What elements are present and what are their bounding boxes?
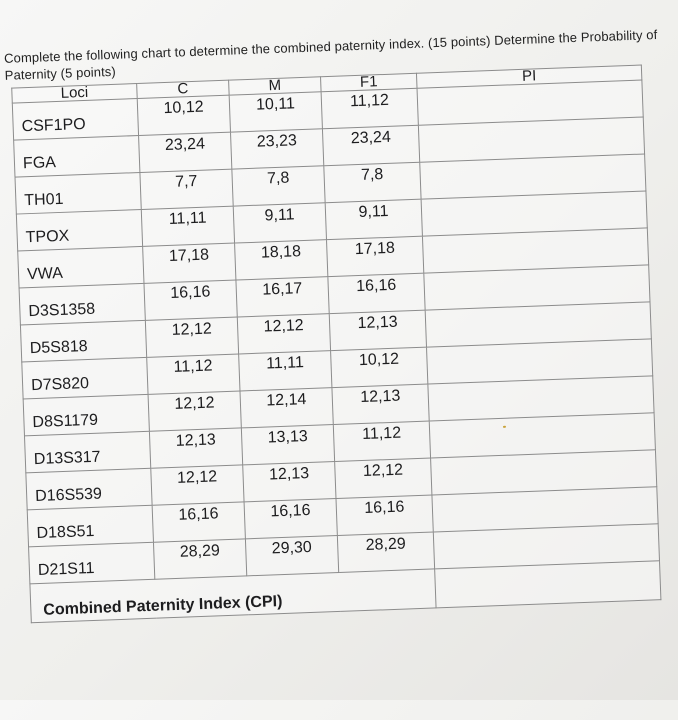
mother-genotype: 29,30 [245,535,339,576]
father-genotype: 11,12 [333,421,431,462]
locus-cell: CSF1PO [12,98,139,141]
child-genotype: 16,16 [152,501,246,543]
locus-cell: TPOX [16,209,143,252]
child-genotype: 12,13 [149,427,243,469]
father-genotype: 7,8 [323,162,422,203]
mother-genotype: 18,18 [234,239,328,281]
mother-genotype: 23,23 [230,128,324,170]
child-genotype: 16,16 [143,280,238,321]
locus-cell: D5S818 [20,320,147,362]
father-genotype: 16,16 [335,495,434,536]
mother-genotype: 9,11 [233,202,327,244]
father-genotype: 28,29 [337,531,435,573]
child-genotype: 10,12 [137,95,231,136]
child-genotype: 23,24 [138,132,232,173]
child-genotype: 17,18 [142,243,236,284]
locus-cell: D21S11 [28,542,155,584]
mother-genotype: 11,11 [238,350,332,391]
child-genotype: 11,11 [141,206,235,247]
father-genotype: 9,11 [325,199,423,240]
father-genotype: 23,24 [322,125,420,166]
father-genotype: 17,18 [326,236,424,277]
mother-genotype: 10,11 [229,91,323,133]
locus-cell: D16S539 [25,468,153,510]
child-genotype: 12,12 [150,464,245,506]
father-genotype: 12,12 [334,458,432,499]
father-genotype: 11,12 [321,88,419,129]
locus-cell: D13S317 [24,431,151,473]
child-genotype: 12,12 [148,390,242,432]
locus-cell: VWA [17,246,144,288]
father-genotype: 12,13 [331,384,430,425]
mother-genotype: 13,13 [241,424,335,465]
cpi-entry-cell[interactable] [434,560,661,608]
father-genotype: 12,13 [329,310,427,351]
child-genotype: 7,7 [139,169,234,210]
locus-cell: D7S820 [21,357,149,399]
paternity-chart-table: Loci C M F1 PI CSF1PO 10,12 10,11 11,12 … [11,64,662,624]
mother-genotype: 12,12 [237,313,331,354]
locus-cell: FGA [13,135,140,178]
locus-cell: D3S1358 [19,283,146,325]
child-genotype: 12,12 [145,317,239,358]
mother-genotype: 12,13 [242,461,336,502]
child-genotype: 28,29 [153,538,247,580]
father-genotype: 10,12 [330,347,428,388]
mother-genotype: 16,16 [244,498,338,539]
locus-cell: D18S51 [27,505,154,547]
mother-genotype: 7,8 [231,165,326,207]
mother-genotype: 16,17 [235,276,330,318]
mother-genotype: 12,14 [239,387,334,428]
ink-speck [502,425,507,428]
father-genotype: 16,16 [327,273,426,314]
locus-cell: D8S1179 [23,394,150,436]
child-genotype: 11,12 [146,353,240,395]
locus-cell: TH01 [14,172,142,215]
